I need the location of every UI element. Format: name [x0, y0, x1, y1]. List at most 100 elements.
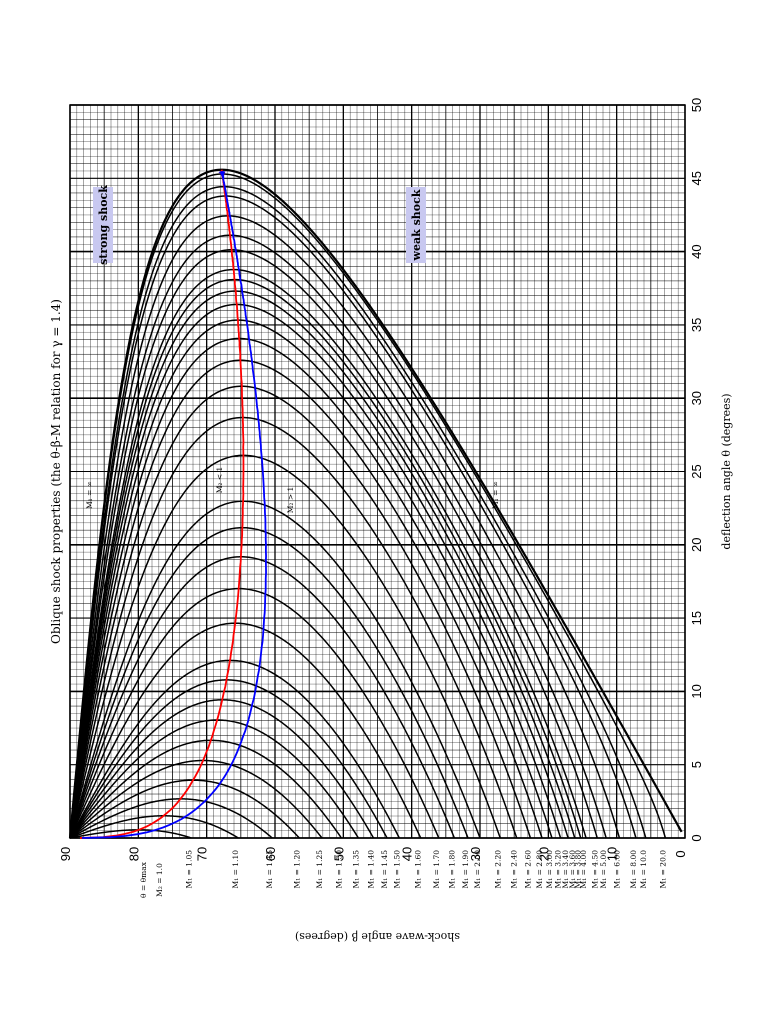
- mach-curve-1: [69, 815, 239, 839]
- mach-curve-4: [69, 759, 323, 839]
- plot-frame: [69, 104, 686, 839]
- y-tick-5: 50: [331, 847, 346, 861]
- x-tick-2: 10: [689, 684, 704, 698]
- mach-label-9: M₁ = 1.50: [392, 850, 401, 889]
- x-tick-4: 20: [689, 538, 704, 552]
- chart-title: Oblique shock properties (the θ-β-M rela…: [49, 299, 63, 644]
- mach-curve-0: [69, 829, 192, 839]
- x-tick-3: 15: [689, 611, 704, 625]
- mach-curve-17: [69, 385, 532, 839]
- x-tick-8: 40: [689, 244, 704, 258]
- mach-curve-10: [69, 622, 422, 839]
- weak-shock-label-text: weak shock: [410, 189, 423, 261]
- x-axis-label: deflection angle θ (degrees): [720, 393, 733, 549]
- mach-curve-26: [69, 234, 607, 839]
- x-tick-7: 35: [689, 318, 704, 332]
- mach-label-26: M₁ = 5.00: [599, 850, 608, 889]
- tick-labels: 0 5 10 15 20 25 30 35 40 45 50 0 10 20 30 40 50 60 70 80 90: [58, 98, 704, 861]
- mach-label-15: M₁ = 2.20: [493, 850, 502, 889]
- sonic-m2-curve: [82, 170, 267, 839]
- mach-curve-25: [69, 248, 598, 839]
- mach-curve-14: [69, 500, 481, 839]
- mach-curve-3: [69, 779, 300, 839]
- mach-label-12: M₁ = 1.80: [447, 850, 456, 889]
- mach-label-23: M₁ = 3.80: [574, 850, 583, 889]
- mach-label-30: M₁ = 20.0: [658, 850, 667, 889]
- mach-label-0: M₁ = 1.05: [184, 850, 193, 889]
- y-tick-3: 30: [468, 847, 483, 861]
- mach-curve-22: [69, 290, 576, 839]
- mach-curve-21: [69, 303, 569, 839]
- chart-grid: [69, 104, 686, 839]
- mach-label-4: M₁ = 1.25: [315, 850, 324, 889]
- mach-label-14: M₁ = 2.00: [473, 850, 482, 889]
- mach-curve-8: [69, 679, 388, 839]
- mach-label-10: M₁ = 1.60: [414, 850, 423, 889]
- mach-curve-13: [69, 526, 469, 839]
- mach-label-19: M₁ = 3.00: [545, 850, 554, 889]
- mach-label-22: M₁ = 3.60: [568, 850, 577, 889]
- mach-label-11: M₁ = 1.70: [432, 850, 441, 889]
- mach-curve-9: [69, 659, 400, 839]
- strong-shock-label: strong shock: [93, 185, 113, 265]
- mach-label-18: M₁ = 2.80: [535, 850, 544, 889]
- mach-curves: [68, 168, 683, 839]
- x-tick-10: 50: [689, 98, 704, 112]
- special-curves: [79, 169, 267, 839]
- y-tick-9: 90: [58, 847, 73, 861]
- m2-lt-one-label: M₂ < 1: [215, 467, 224, 494]
- theta-max-label: θ = θmax: [139, 861, 148, 898]
- mach-curve-5: [69, 739, 343, 839]
- mach-label-20: M₁ = 3.20: [554, 850, 563, 889]
- mach-label-2: M₁ = 1.15: [265, 850, 274, 889]
- y-tick-6: 60: [263, 847, 278, 861]
- mach-curve-30: [69, 173, 667, 839]
- strong-shock-label-bg: [93, 187, 113, 263]
- mach-label-13: M₁ = 1.90: [461, 850, 470, 889]
- mach-label-21: M₁ = 3.40: [561, 850, 570, 889]
- mach-curve-11: [69, 587, 440, 839]
- mach-label-17: M₁ = 2.60: [523, 850, 532, 889]
- weak-shock-label: weak shock: [406, 187, 426, 263]
- mach-label-5: M₁ = 1.30: [334, 850, 343, 889]
- mach-curve-infinity: [68, 168, 683, 839]
- mach-label-28: M₁ = 8.00: [629, 850, 638, 889]
- mach-label-29: M₁ = 10.0: [639, 850, 648, 889]
- mach-label-7: M₁ = 1.40: [367, 850, 376, 889]
- mach-curve-27: [69, 215, 621, 839]
- sonic-m2-label: M₂ = 1.0: [155, 863, 164, 897]
- mach-curve-15: [69, 454, 501, 839]
- mach-curve-20: [69, 319, 562, 839]
- y-tick-0: 0: [673, 850, 688, 857]
- y-tick-8: 80: [126, 847, 141, 861]
- mach-label-27: M₁ = 6.00: [612, 850, 621, 889]
- mach-label-16: M₁ = 2.40: [510, 850, 519, 889]
- mach-curve-28: [69, 195, 637, 839]
- mach-curve-29: [69, 185, 647, 839]
- mach-label-6: M₁ = 1.35: [351, 850, 360, 889]
- chart-annotations: Oblique shock properties (the θ-β-M rela…: [49, 185, 733, 943]
- y-tick-7: 70: [195, 847, 210, 861]
- x-tick-9: 45: [689, 171, 704, 185]
- mach-labels: M₁ = 1.05 M₁ = 1.10 M₁ = 1.15 M₁ = 1.20 M₁ =…: [184, 850, 667, 889]
- x-tick-5: 25: [689, 464, 704, 478]
- x-tick-0: 0: [689, 834, 704, 841]
- y-axis-label: shock-wave angle β (degrees): [295, 930, 460, 943]
- mach-label-24: M₁ = 4.00: [579, 850, 588, 889]
- m-infinity-label-weak: M₁ = ∞: [491, 481, 500, 509]
- mach-curve-12: [69, 556, 456, 839]
- mach-curve-2: [69, 798, 273, 839]
- mach-curve-18: [69, 359, 543, 839]
- mach-label-1: M₁ = 1.10: [231, 850, 240, 889]
- m-infinity-label-top: M₁ = ∞: [85, 481, 94, 509]
- y-tick-1: 10: [605, 847, 620, 861]
- strong-shock-label-text: strong shock: [97, 185, 110, 265]
- y-tick-4: 40: [400, 847, 415, 861]
- x-tick-1: 5: [689, 761, 704, 768]
- mach-curve-24: [69, 268, 587, 839]
- mach-curve-16: [69, 416, 518, 839]
- m2-gt-one-label: M₂ > 1: [286, 487, 295, 514]
- mach-curve-6: [69, 719, 360, 839]
- mach-label-25: M₁ = 4.50: [590, 850, 599, 889]
